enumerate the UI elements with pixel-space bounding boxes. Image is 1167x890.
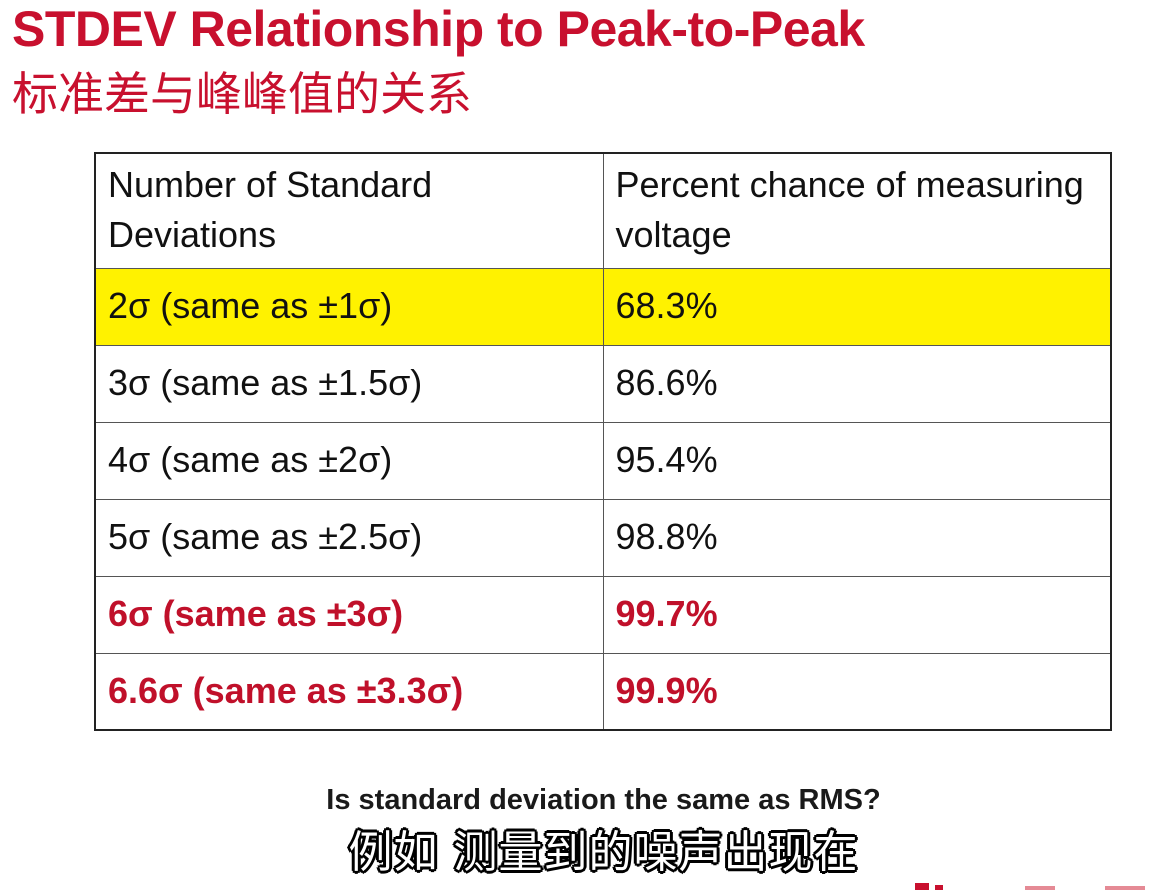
table-header-row: Number of Standard Deviations Percent ch… bbox=[94, 152, 1112, 269]
table-row: 3σ (same as ±1.5σ) 86.6% bbox=[94, 344, 1112, 423]
sigma-percent-table: Number of Standard Deviations Percent ch… bbox=[94, 152, 1112, 731]
logo-fragment bbox=[915, 883, 1145, 890]
rms-question: Is standard deviation the same as RMS? bbox=[326, 784, 881, 816]
video-subtitle: 例如 测量到的噪声出现在 bbox=[348, 827, 859, 878]
table-row: 2σ (same as ±1σ) 68.3% bbox=[94, 267, 1112, 346]
table-row: 4σ (same as ±2σ) 95.4% bbox=[94, 421, 1112, 500]
header-percent-chance: Percent chance of measuring voltage bbox=[602, 152, 1112, 269]
percent-cell: 68.3% bbox=[602, 267, 1112, 346]
percent-cell: 99.7% bbox=[602, 575, 1112, 654]
sigma-cell: 3σ (same as ±1.5σ) bbox=[94, 344, 604, 423]
table-row: 5σ (same as ±2.5σ) 98.8% bbox=[94, 498, 1112, 577]
sigma-cell: 6σ (same as ±3σ) bbox=[94, 575, 604, 654]
sigma-table-container: Number of Standard Deviations Percent ch… bbox=[94, 152, 1112, 731]
sigma-cell: 4σ (same as ±2σ) bbox=[94, 421, 604, 500]
sigma-cell: 5σ (same as ±2.5σ) bbox=[94, 498, 604, 577]
table-row: 6.6σ (same as ±3.3σ) 99.9% bbox=[94, 652, 1112, 731]
sigma-cell: 2σ (same as ±1σ) bbox=[94, 267, 604, 346]
table-row: 6σ (same as ±3σ) 99.7% bbox=[94, 575, 1112, 654]
sigma-cell: 6.6σ (same as ±3.3σ) bbox=[94, 652, 604, 731]
percent-cell: 95.4% bbox=[602, 421, 1112, 500]
percent-cell: 98.8% bbox=[602, 498, 1112, 577]
header-std-deviations: Number of Standard Deviations bbox=[94, 152, 604, 269]
percent-cell: 86.6% bbox=[602, 344, 1112, 423]
slide-title: STDEV Relationship to Peak-to-Peak bbox=[12, 1, 865, 57]
slide-title-chinese: 标准差与峰峰值的关系 bbox=[12, 67, 472, 121]
percent-cell: 99.9% bbox=[602, 652, 1112, 731]
